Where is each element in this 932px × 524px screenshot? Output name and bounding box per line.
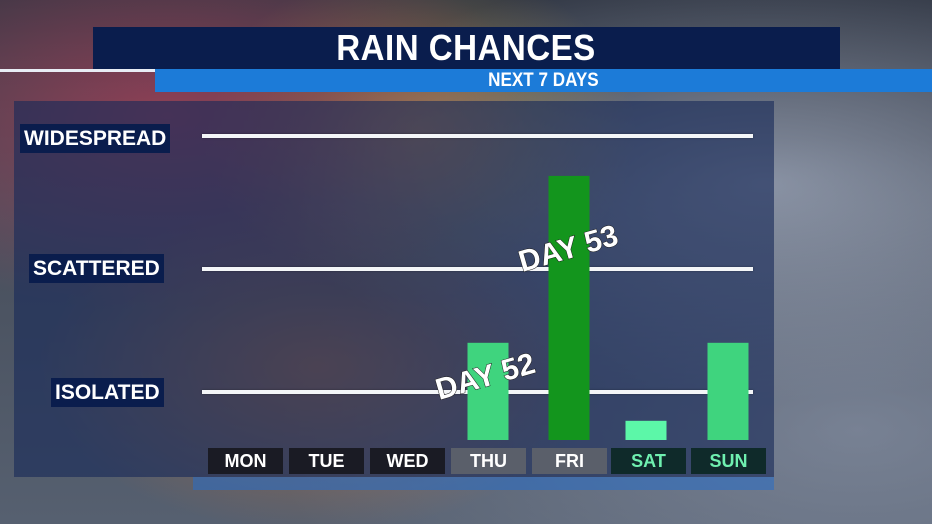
day-label-wed: WED (370, 448, 445, 474)
chart-subtitle: NEXT 7 DAYS (488, 69, 599, 91)
chart-panel-edge (193, 477, 774, 490)
day-label-fri: FRI (532, 448, 607, 474)
day-label-thu: THU (451, 448, 526, 474)
title-banner: RAIN CHANCES (93, 27, 840, 69)
level-label-widespread: WIDESPREAD (20, 124, 171, 153)
day-label-tue: TUE (289, 448, 364, 474)
bar-thu (467, 342, 509, 440)
chart-panel (14, 101, 774, 477)
chart-title: RAIN CHANCES (336, 27, 597, 68)
gridline-widespread (202, 134, 753, 138)
bar-fri (548, 175, 590, 440)
level-label-scattered: SCATTERED (29, 254, 164, 283)
day-label-sat: SAT (611, 448, 686, 474)
header-accent-line (0, 69, 155, 72)
bar-sun (707, 342, 749, 440)
level-label-isolated: ISOLATED (51, 378, 164, 407)
gridline-scattered (202, 267, 753, 271)
bar-sat (625, 420, 667, 440)
day-label-mon: MON (208, 448, 283, 474)
day-label-sun: SUN (691, 448, 766, 474)
subtitle-banner: NEXT 7 DAYS (155, 69, 932, 92)
